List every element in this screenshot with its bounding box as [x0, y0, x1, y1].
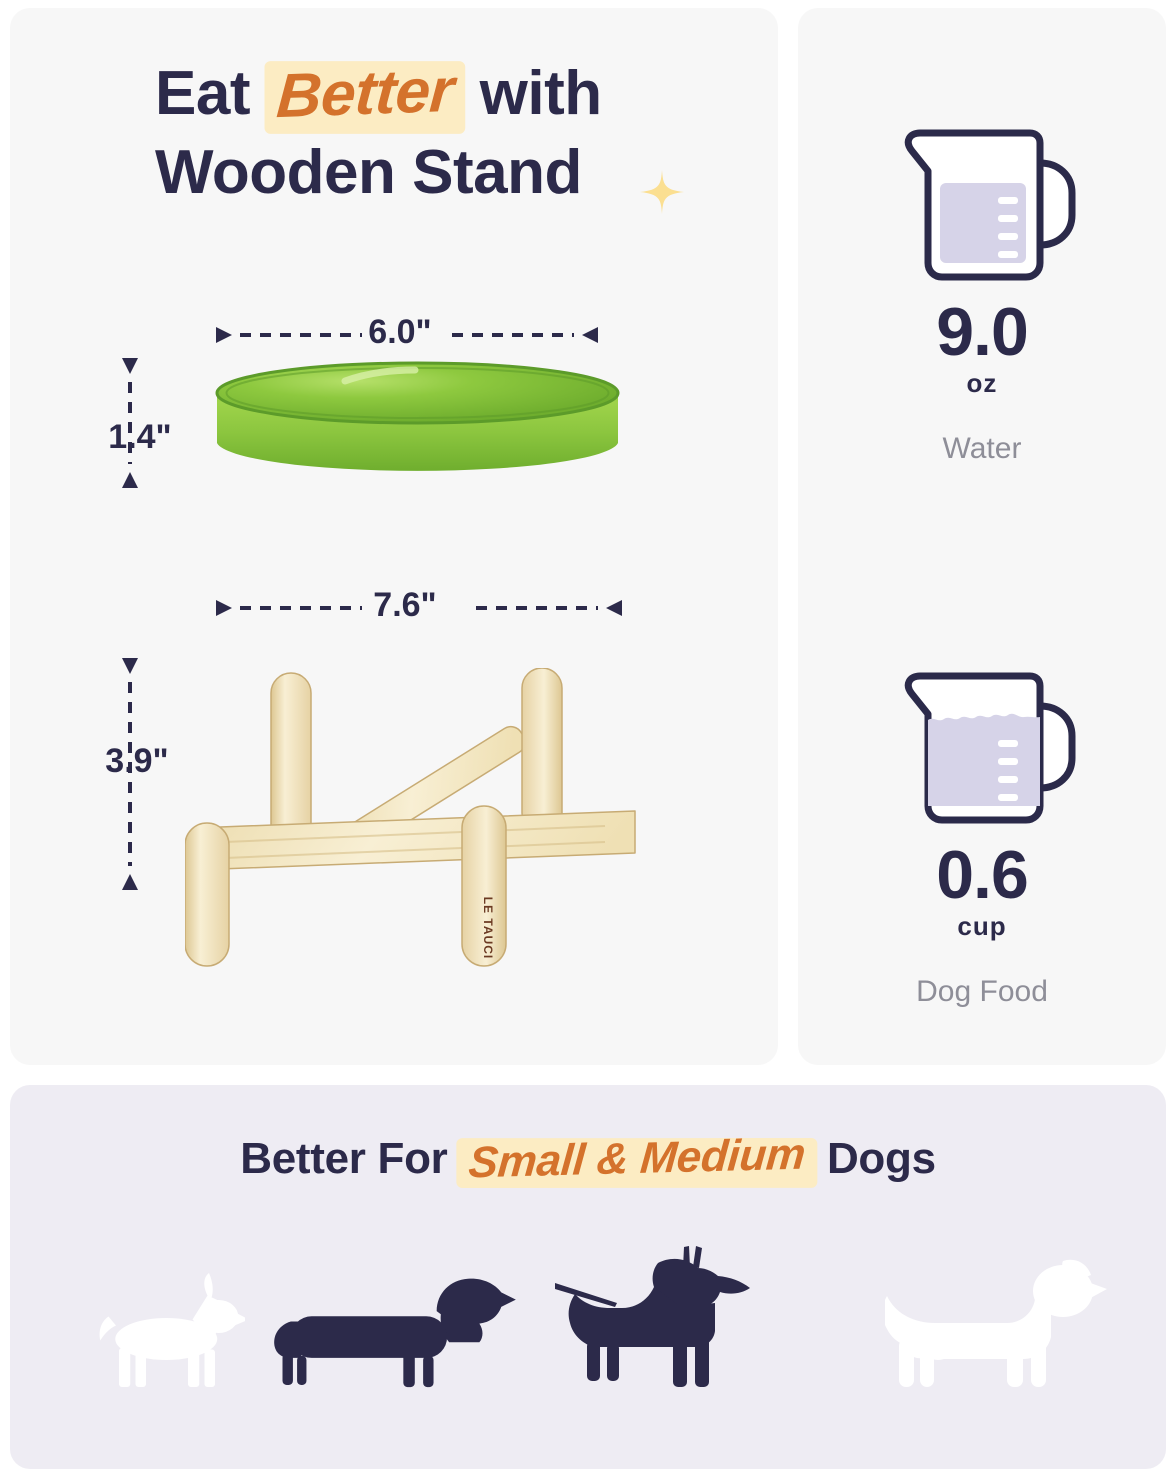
svg-text:LE TAUCI: LE TAUCI: [481, 897, 495, 959]
